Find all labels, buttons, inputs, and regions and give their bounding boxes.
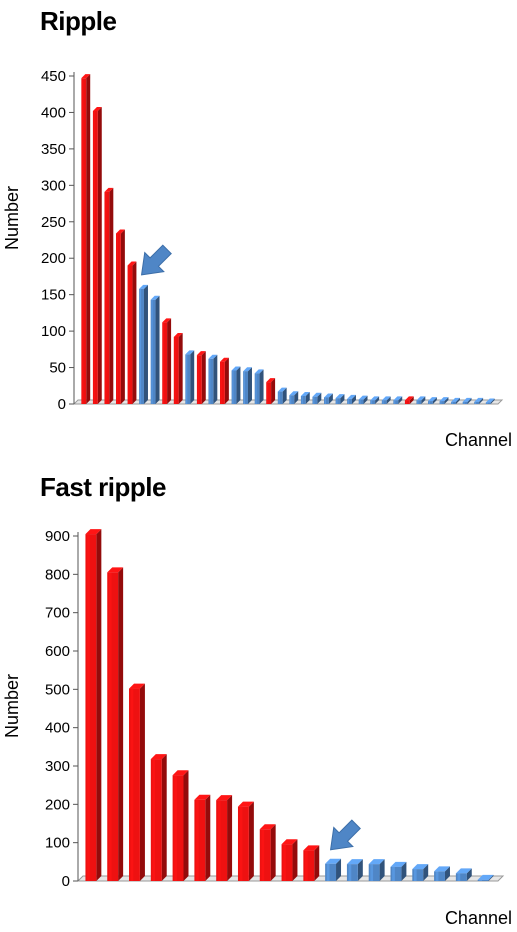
y-tick-label: 450 [41, 68, 66, 85]
bar [185, 350, 195, 404]
y-tick-label: 900 [45, 528, 70, 545]
bar [451, 397, 460, 404]
fast-ripple-chart-panel: Fast ripple 0 100 200 300 400 500 600 700 800 900… [0, 466, 517, 932]
y-axis-label: Number [2, 186, 22, 250]
y-tick-label: 400 [45, 720, 70, 737]
fast-ripple-chart-svg: 0 100 200 300 400 500 600 700 800 900 Number Channe… [2, 528, 512, 928]
bar [281, 839, 298, 881]
bar [335, 394, 345, 404]
y-tick-label: 600 [45, 643, 70, 660]
arrow-indicator [140, 244, 172, 276]
y-tick-label: 400 [41, 104, 66, 121]
y-tick-label: 200 [41, 250, 66, 267]
bar [104, 187, 114, 404]
bar [325, 858, 342, 881]
y-tick-label: 100 [41, 323, 66, 340]
x-axis-label: Channel [445, 430, 512, 450]
bar [346, 859, 363, 881]
bar [300, 391, 310, 404]
bar [455, 868, 472, 881]
bar [243, 367, 252, 404]
bar [208, 354, 218, 404]
bar [127, 261, 137, 404]
bar [477, 874, 494, 881]
arrow-indicator [329, 819, 361, 851]
bar [129, 683, 145, 881]
bar [434, 866, 450, 881]
chart-title: Ripple [40, 6, 117, 36]
bar [439, 397, 449, 404]
y-tick-label: 300 [45, 758, 70, 775]
y-tick-label: 700 [45, 605, 70, 622]
bar [259, 824, 276, 881]
bar [220, 357, 229, 404]
y-tick-label: 100 [45, 835, 70, 852]
bar [162, 318, 172, 404]
bar [412, 864, 429, 881]
bar [474, 397, 484, 404]
bar [92, 106, 102, 404]
bar [485, 398, 495, 404]
bar [266, 378, 276, 404]
bar [368, 859, 385, 881]
bar [194, 794, 211, 881]
bar [404, 396, 414, 404]
y-tick-label: 350 [41, 141, 66, 158]
y-tick-label: 800 [45, 566, 70, 583]
bar [277, 387, 287, 404]
bar [107, 567, 124, 881]
bar [196, 351, 206, 404]
bar [358, 395, 368, 404]
bar [216, 795, 233, 881]
ripple-chart-svg: 0 50 100 150 200 250 300 350 400 450 Number Channel [2, 68, 512, 450]
bar [85, 529, 102, 881]
bar [462, 397, 472, 404]
x-axis-label: Channel [445, 908, 512, 928]
chart-floor [72, 399, 504, 405]
bar [312, 392, 322, 404]
y-axis-label: Number [2, 674, 22, 738]
y-tick-label: 150 [41, 287, 66, 304]
bar [324, 393, 333, 404]
chart-title: Fast ripple [40, 472, 166, 502]
bar [390, 861, 407, 881]
bar [347, 394, 356, 404]
bar [393, 396, 403, 404]
bar [150, 295, 160, 404]
bar [237, 801, 254, 881]
bar [381, 396, 391, 404]
bar [81, 74, 91, 404]
y-tick-label: 250 [41, 214, 66, 231]
y-tick-label: 50 [49, 360, 66, 377]
bar [139, 284, 148, 404]
ripple-chart-panel: Ripple 0 50 100 150 200 250 300 350 400 450 Number… [0, 0, 517, 460]
bar [173, 332, 183, 404]
bar [116, 229, 125, 404]
bar [416, 396, 426, 404]
y-tick-label: 500 [45, 681, 70, 698]
bar [303, 845, 320, 881]
y-tick-label: 0 [58, 396, 66, 413]
bar [370, 396, 380, 404]
y-tick-label: 0 [62, 873, 70, 890]
bar [428, 397, 437, 404]
y-tick-label: 300 [41, 177, 66, 194]
y-tick-label: 200 [45, 796, 70, 813]
bar [254, 369, 264, 404]
bar [172, 770, 189, 881]
bar [289, 391, 299, 404]
bar [231, 366, 241, 404]
bar [150, 754, 167, 881]
